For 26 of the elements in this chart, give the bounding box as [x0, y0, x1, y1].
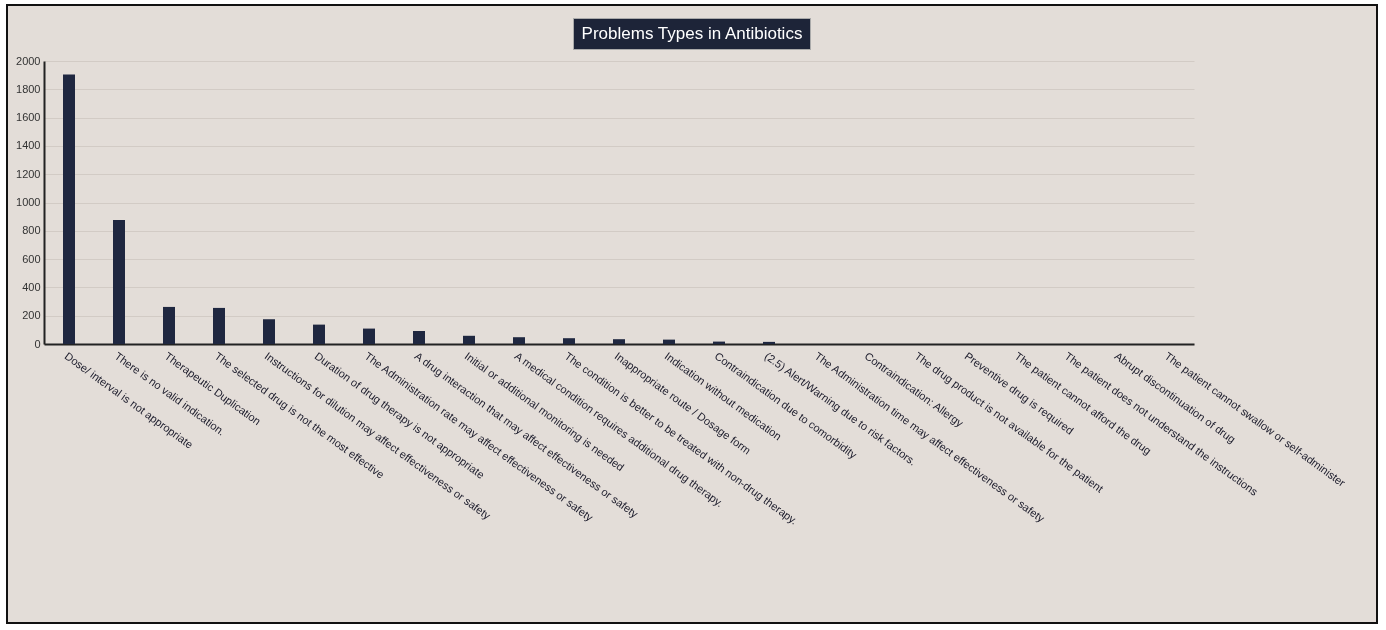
- y-tick-label: 400: [22, 280, 41, 293]
- bar: [763, 341, 775, 344]
- y-tick-label: 0: [34, 337, 41, 350]
- bar: [213, 307, 225, 344]
- bar: [663, 339, 675, 344]
- y-tick-label: 1000: [16, 196, 41, 208]
- y-tick-label: 2000: [16, 54, 41, 67]
- bar: [313, 324, 325, 344]
- bar: [513, 337, 525, 344]
- bar: [363, 328, 375, 344]
- y-tick-label: 1200: [16, 167, 41, 180]
- bar: [263, 319, 275, 344]
- y-tick-label: 1400: [16, 139, 41, 152]
- chart-title: Problems Types in Antibiotics: [572, 18, 812, 50]
- bar: [463, 335, 475, 344]
- y-tick-label: 1600: [16, 111, 41, 124]
- bar: [113, 219, 125, 344]
- bar: [413, 330, 425, 344]
- y-tick-label: 1800: [16, 82, 41, 95]
- y-tick-label: 200: [22, 309, 41, 322]
- y-tick-label: 800: [22, 224, 41, 237]
- y-tick-label: 600: [22, 252, 41, 265]
- bar: [563, 338, 575, 344]
- bar: [63, 74, 75, 344]
- bar: [613, 339, 625, 344]
- bar: [163, 306, 175, 344]
